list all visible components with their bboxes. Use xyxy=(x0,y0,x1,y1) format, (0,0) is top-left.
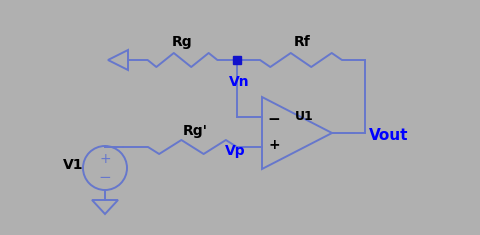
Text: Rf: Rf xyxy=(294,35,311,49)
Text: U1: U1 xyxy=(295,110,313,124)
Text: Rg: Rg xyxy=(172,35,192,49)
Text: Vp: Vp xyxy=(225,144,245,158)
Text: −: − xyxy=(268,111,280,126)
Text: Rg': Rg' xyxy=(182,124,207,138)
Text: V1: V1 xyxy=(63,158,83,172)
Text: +: + xyxy=(268,138,280,152)
Text: −: − xyxy=(98,169,111,184)
Text: Vout: Vout xyxy=(369,128,409,142)
Text: Vn: Vn xyxy=(228,75,249,89)
Text: +: + xyxy=(99,152,111,166)
